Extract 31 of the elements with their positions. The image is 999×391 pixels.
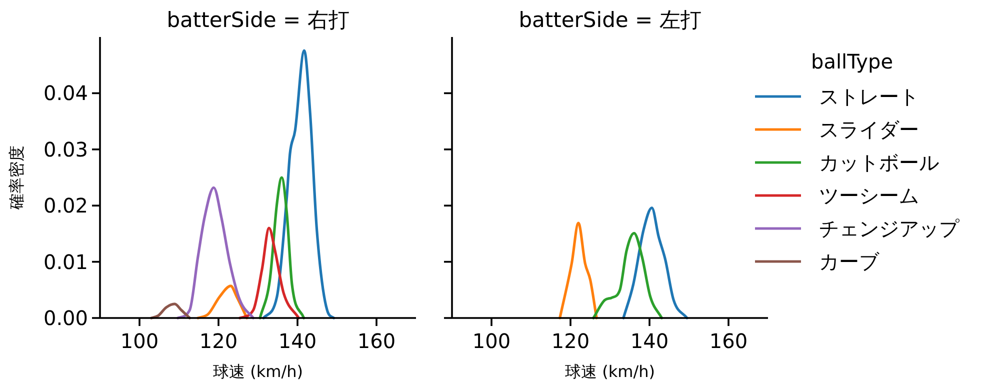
x-axis-title: 球速 (km/h): [213, 362, 303, 381]
x-axis-title: 球速 (km/h): [565, 362, 655, 381]
x-tick-label: 100: [472, 329, 511, 353]
x-tick-label: 160: [709, 329, 748, 353]
line-series: [262, 49, 336, 320]
line-series: [176, 186, 255, 320]
x-tick-label: 100: [120, 329, 159, 353]
line-series: [196, 284, 248, 320]
line-series: [238, 226, 300, 320]
y-tick-label: 0.00: [43, 306, 88, 330]
y-axis-title: 確率密度: [7, 146, 26, 210]
legend-label: スライダー: [819, 118, 919, 142]
line-series: [258, 176, 306, 320]
line-series: [150, 302, 191, 320]
x-tick-label: 160: [357, 329, 396, 353]
legend-label: ストレート: [819, 84, 919, 108]
y-tick-label: 0.03: [43, 137, 88, 162]
legend-label: ツーシーム: [819, 184, 919, 208]
legend-label: カットボール: [819, 150, 939, 174]
x-tick-label: 140: [630, 329, 669, 353]
y-tick-label: 0.01: [43, 250, 88, 274]
x-tick-label: 120: [551, 329, 590, 353]
x-tick-label: 120: [199, 329, 238, 353]
y-tick-label: 0.04: [43, 81, 88, 106]
x-tick-label: 140: [278, 329, 317, 353]
legend-title: ballType: [811, 50, 894, 74]
y-tick-label: 0.02: [43, 194, 88, 218]
chart-title: batterSide = 右打: [166, 8, 350, 32]
legend-label: カーブ: [819, 250, 880, 274]
chart-title: batterSide = 左打: [518, 8, 702, 32]
legend-label: チェンジアップ: [819, 216, 960, 240]
